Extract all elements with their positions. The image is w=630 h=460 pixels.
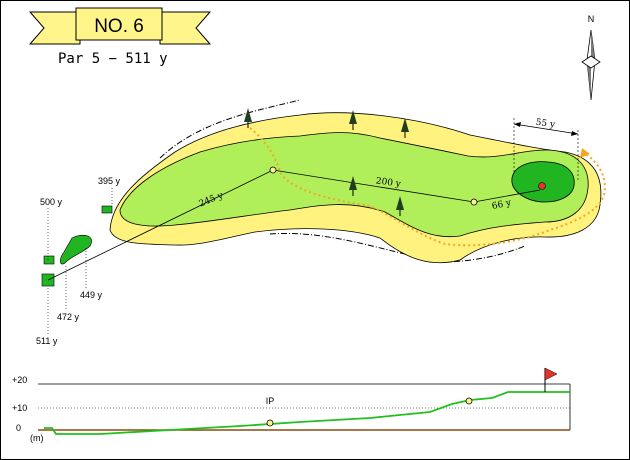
elevation-tick-10: +10 (12, 403, 27, 413)
second-shot-profile-marker (465, 397, 473, 405)
elevation-tick-0: 0 (16, 423, 21, 433)
hole-title: NO. 6 (94, 16, 144, 37)
ip-marker-2 (470, 198, 478, 206)
north-label: N (588, 14, 595, 24)
compass-icon: N (581, 14, 601, 101)
tee-label-500: 500 y (40, 197, 63, 207)
title-banner: NO. 6 (28, 7, 212, 45)
tree-icon (244, 108, 409, 216)
tee-box-500 (43, 255, 55, 265)
ob-line-bottom (269, 232, 526, 263)
tee-yardage-markers: 500 y 511 y 472 y 449 y 395 y (36, 176, 121, 346)
ob-line-top (159, 99, 301, 159)
shot-line (47, 169, 541, 281)
cart-path-arrow (580, 148, 590, 158)
green-depth-dimension: 55 y (513, 118, 579, 180)
distance-green-depth: 55 y (535, 118, 557, 131)
tee-box-472 (60, 234, 92, 265)
tee-label-511: 511 y (36, 336, 58, 346)
elevation-tick-20: +20 (12, 375, 27, 385)
ip-label: IP (266, 396, 275, 406)
pin-marker (538, 182, 546, 190)
tee-label-449: 449 y (80, 290, 103, 300)
flag-icon (544, 367, 558, 392)
elevation-line (44, 391, 570, 435)
ip-profile-marker (266, 419, 274, 427)
elevation-unit: (m) (30, 433, 44, 443)
tee-boxes (41, 205, 113, 287)
tee-label-472: 472 y (57, 312, 80, 322)
distance-second: 200 y (375, 176, 402, 190)
distance-third: 66 y (491, 198, 513, 212)
par-yardage: Par 5 − 511 y (58, 51, 168, 67)
tee-box-395 (101, 205, 113, 214)
ip-marker-1 (269, 166, 277, 174)
elevation-profile: +20 +10 0 (m) IP (12, 367, 571, 443)
tee-label-395: 395 y (98, 176, 121, 186)
cart-path (249, 127, 606, 247)
